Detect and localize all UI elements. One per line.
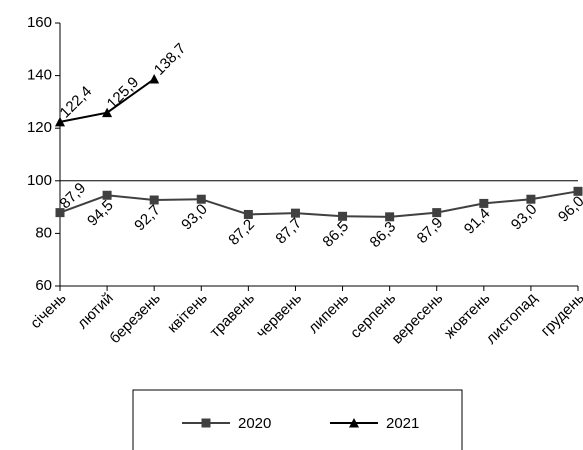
y-tick-label: 80: [35, 224, 52, 241]
data-point: [432, 208, 442, 218]
data-point: [102, 107, 113, 118]
data-label: 138,7: [151, 40, 190, 79]
data-point: [149, 74, 160, 84]
data-label: 87,9: [57, 180, 90, 213]
legend-box: [132, 389, 463, 450]
data-label: 96,0: [555, 193, 583, 226]
data-point: [479, 198, 489, 208]
data-point: [385, 212, 395, 222]
data-label: 87,9: [414, 214, 447, 247]
data-label: 86,5: [320, 218, 353, 251]
x-tick-label: травень: [207, 289, 259, 341]
data-point: [526, 194, 536, 204]
data-label: 86,3: [367, 218, 400, 251]
series-line: [59, 190, 579, 218]
x-tick-label: листопад: [483, 289, 541, 347]
data-point: [55, 116, 65, 127]
x-tick-label: березень: [106, 289, 164, 347]
data-point: [196, 194, 206, 204]
data-label: 87,2: [225, 216, 258, 249]
data-label: 92,7: [131, 202, 164, 235]
data-point: [290, 208, 300, 218]
x-tick-label: липень: [305, 289, 352, 336]
x-tick-label: вересень: [389, 289, 447, 347]
data-point: [55, 208, 65, 218]
data-point: [149, 195, 159, 205]
y-tick-label: 160: [27, 14, 52, 31]
x-tick-label: лютий: [74, 290, 117, 333]
x-tick-label: грудень: [538, 289, 583, 339]
y-tick-label: 100: [27, 172, 52, 189]
legend-marker: [201, 418, 211, 428]
legend-marker: [349, 418, 359, 428]
data-point: [338, 211, 348, 221]
legend-item: 2020: [182, 415, 271, 432]
y-tick-label: 60: [35, 277, 52, 294]
y-tick-label: 140: [27, 67, 52, 84]
data-label: 93,0: [178, 201, 211, 234]
data-label: 91,4: [461, 205, 494, 238]
y-tick-label: 120: [27, 119, 52, 136]
legend-label: 2021: [386, 415, 419, 432]
data-label: 93,0: [508, 201, 541, 234]
data-point: [243, 209, 253, 219]
legend-label: 2020: [238, 415, 271, 432]
data-label: 125,9: [104, 74, 143, 113]
x-tick-label: червень: [253, 289, 305, 341]
data-label: 87,7: [272, 215, 305, 248]
x-tick-label: січень: [27, 289, 70, 332]
x-tick-label: квітень: [164, 289, 211, 336]
data-point: [102, 190, 112, 200]
data-point: [573, 186, 583, 196]
legend-item: 2021: [330, 415, 419, 432]
